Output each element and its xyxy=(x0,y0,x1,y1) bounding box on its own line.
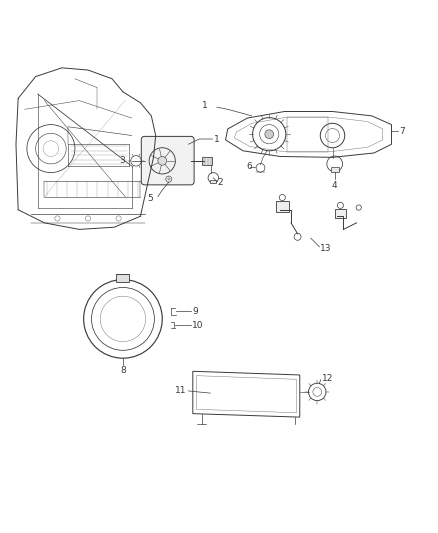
Text: 12: 12 xyxy=(321,374,333,383)
Bar xyxy=(117,274,130,282)
Bar xyxy=(276,201,289,212)
Bar xyxy=(201,157,212,165)
Text: 7: 7 xyxy=(399,127,405,136)
Circle shape xyxy=(158,157,166,165)
Text: 8: 8 xyxy=(120,366,126,375)
Circle shape xyxy=(265,130,274,139)
Text: 1: 1 xyxy=(214,134,219,143)
Text: 10: 10 xyxy=(192,320,203,329)
FancyBboxPatch shape xyxy=(141,136,194,185)
Text: 5: 5 xyxy=(147,195,152,203)
Bar xyxy=(210,180,216,183)
Text: 1: 1 xyxy=(202,101,208,110)
Text: 13: 13 xyxy=(320,244,332,253)
Text: 6: 6 xyxy=(246,163,252,172)
Bar xyxy=(335,209,346,219)
Text: 4: 4 xyxy=(332,181,338,190)
Text: 2: 2 xyxy=(218,177,223,187)
Bar xyxy=(331,167,339,172)
Text: 3: 3 xyxy=(120,156,125,165)
Text: 11: 11 xyxy=(175,386,186,395)
Text: 9: 9 xyxy=(192,306,198,316)
